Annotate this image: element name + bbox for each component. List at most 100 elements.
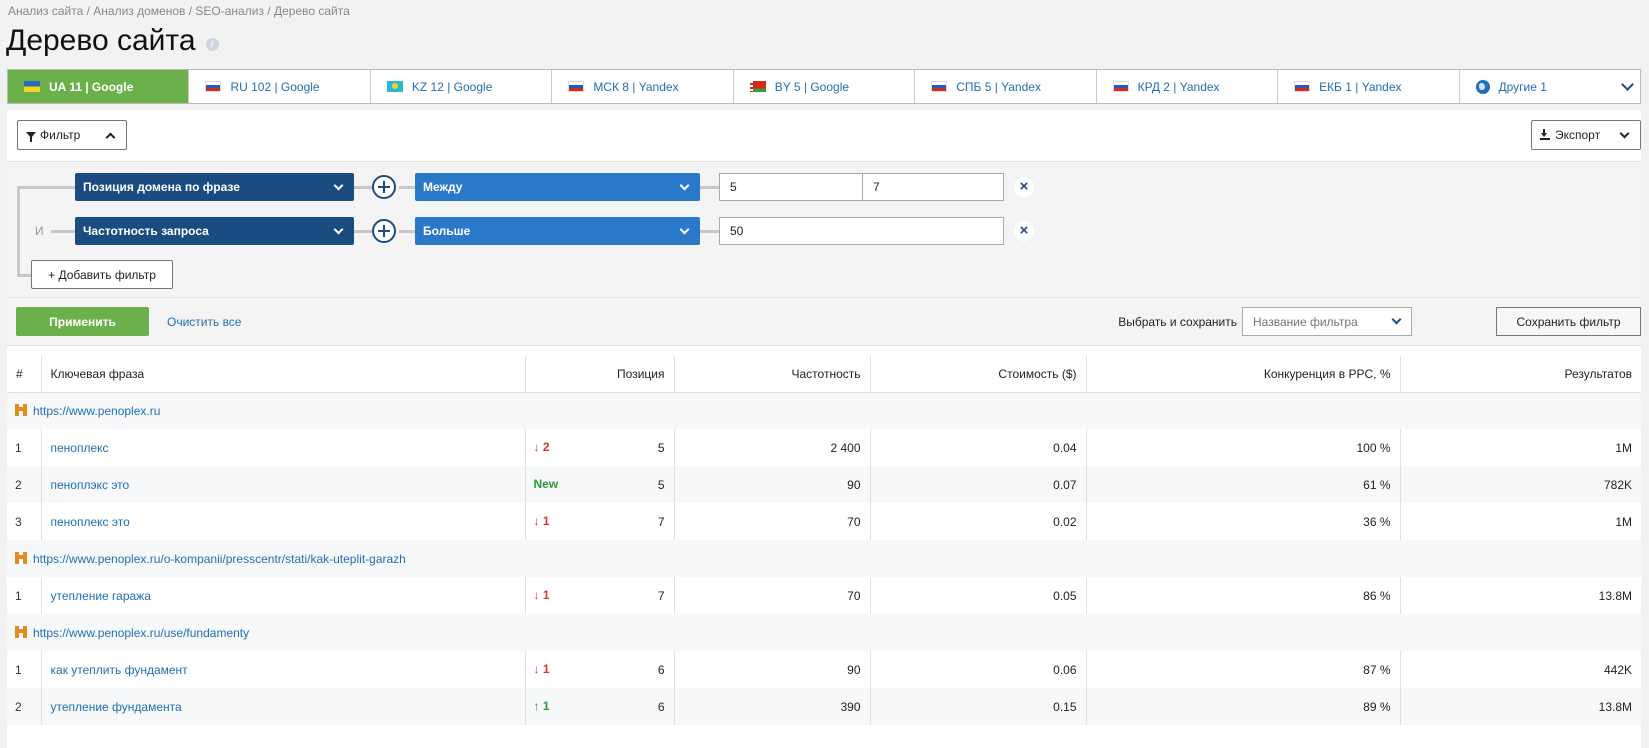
chevron-down-icon — [333, 180, 344, 191]
filter-tree-line — [17, 188, 20, 276]
col-header-phrase[interactable]: Ключевая фраза — [41, 356, 526, 393]
breadcrumb-item[interactable]: Анализ сайта — [8, 4, 84, 18]
tab-ua-google[interactable]: UA 11 | Google — [8, 70, 190, 103]
col-header-cost[interactable]: Стоимость ($) — [870, 356, 1087, 393]
filter-connector — [399, 230, 419, 233]
page-title: Дерево сайта i — [6, 24, 219, 58]
position-change: ↓ 1 — [533, 514, 550, 528]
filters-area: И Позиция домена по фразе Между × Частот… — [7, 162, 1641, 298]
position-change: ↓ 1 — [533, 588, 550, 602]
tab-by-google[interactable]: BY 5 | Google — [734, 70, 916, 103]
breadcrumb-current: Дерево сайта — [273, 4, 350, 18]
breadcrumb-item[interactable]: Анализ доменов — [93, 4, 186, 18]
region-tabs: UA 11 | Google RU 102 | Google KZ 12 | G… — [7, 69, 1641, 104]
chevron-down-icon[interactable] — [1621, 78, 1634, 91]
logic-and-label: И — [33, 224, 46, 238]
filter-connector — [699, 186, 719, 189]
table-row: 2 пеноплэкс это New 5 90 0.07 61 % 782K — [7, 466, 1641, 503]
save-filter-button[interactable]: Сохранить фильтр — [1496, 307, 1641, 336]
belarus-flag-icon — [749, 81, 766, 92]
toolbar: Фильтр Экспорт — [7, 110, 1641, 162]
keyword-link[interactable]: пеноплекс — [50, 440, 109, 455]
filter-connector — [699, 230, 719, 233]
export-button[interactable]: Экспорт — [1531, 120, 1641, 150]
tab-msk-yandex[interactable]: МСК 8 | Yandex — [552, 70, 734, 103]
col-header-index[interactable]: # — [7, 356, 42, 393]
add-condition-icon[interactable] — [372, 219, 396, 243]
url-link[interactable]: https://www.penoplex.ru/o-kompanii/press… — [33, 551, 406, 566]
url-link[interactable]: https://www.penoplex.ru — [33, 403, 161, 418]
url-group-row: https://www.penoplex.ru/o-kompanii/press… — [7, 540, 1641, 577]
tab-spb-yandex[interactable]: СПБ 5 | Yandex — [915, 70, 1097, 103]
main-panel: Фильтр Экспорт И Позиция домена по фразе… — [7, 110, 1641, 748]
chevron-down-icon — [1619, 128, 1630, 139]
filter-field-select[interactable]: Частотность запроса — [75, 217, 354, 245]
chevron-up-icon — [105, 132, 116, 143]
filter-tree-line — [17, 186, 77, 189]
filter-value-from-input[interactable] — [719, 173, 863, 201]
chevron-down-icon — [679, 224, 690, 235]
castle-icon — [15, 551, 27, 564]
apply-button[interactable]: Применить — [16, 307, 149, 336]
russia-flag-icon — [1294, 81, 1311, 92]
filter-value-input[interactable] — [719, 217, 1004, 245]
filter-operator-select[interactable]: Между — [415, 173, 700, 201]
kazakhstan-flag-icon — [386, 81, 403, 92]
tab-ru-google[interactable]: RU 102 | Google — [189, 70, 371, 103]
position-change: ↓ 1 — [533, 662, 550, 676]
russia-flag-icon — [931, 81, 948, 92]
add-filter-button[interactable]: + Добавить фильтр — [31, 260, 173, 289]
filter-operator-select[interactable]: Больше — [415, 217, 700, 245]
filter-toggle-button[interactable]: Фильтр — [17, 120, 127, 150]
russia-flag-icon — [568, 81, 585, 92]
tab-other-regions[interactable]: Другие 1 — [1460, 70, 1640, 103]
filter-connector — [399, 186, 419, 189]
col-header-frequency[interactable]: Частотность — [674, 356, 871, 393]
tab-ekb-yandex[interactable]: ЕКБ 1 | Yandex — [1278, 70, 1460, 103]
tab-krd-yandex[interactable]: КРД 2 | Yandex — [1097, 70, 1279, 103]
remove-filter-icon[interactable]: × — [1014, 221, 1034, 241]
col-header-results[interactable]: Результатов — [1400, 356, 1641, 393]
funnel-icon — [26, 132, 36, 142]
filter-value-to-input[interactable] — [862, 173, 1004, 201]
col-header-ppc[interactable]: Конкуренция в PPC, % — [1086, 356, 1401, 393]
position-change: ↑ 1 — [533, 699, 550, 713]
keyword-link[interactable]: утепление гаража — [50, 588, 151, 603]
keyword-link[interactable]: пеноплекс это — [50, 514, 130, 529]
info-icon[interactable]: i — [205, 37, 219, 51]
globe-icon — [1475, 79, 1490, 94]
castle-icon — [15, 625, 27, 638]
col-header-position[interactable]: Позиция — [525, 356, 675, 393]
filter-tree-line — [51, 230, 77, 233]
russia-flag-icon — [205, 81, 222, 92]
page-title-text: Дерево сайта — [6, 24, 196, 57]
url-link[interactable]: https://www.penoplex.ru/use/fundamenty — [33, 625, 250, 640]
filter-connector — [353, 230, 383, 233]
clear-all-link[interactable]: Очистить все — [167, 315, 242, 329]
castle-icon — [15, 403, 27, 416]
keyword-link[interactable]: как утеплить фундамент — [50, 662, 188, 677]
remove-filter-icon[interactable]: × — [1014, 177, 1034, 197]
breadcrumb-item[interactable]: SEO-анализ — [195, 4, 264, 18]
add-condition-icon[interactable] — [372, 175, 396, 199]
url-group-row: https://www.penoplex.ru/use/fundamenty — [7, 614, 1641, 651]
ukraine-flag-icon — [24, 81, 40, 92]
keyword-link[interactable]: утепление фундамента — [50, 699, 182, 714]
breadcrumb: Анализ сайта / Анализ доменов / SEO-анал… — [8, 4, 350, 18]
filter-field-select[interactable]: Позиция домена по фразе — [75, 173, 354, 201]
position-change: ↓ 2 — [533, 440, 550, 454]
filter-name-input[interactable] — [1242, 307, 1412, 336]
russia-flag-icon — [1112, 81, 1129, 92]
tab-kz-google[interactable]: KZ 12 | Google — [371, 70, 553, 103]
apply-bar: Применить Очистить все Выбрать и сохрани… — [7, 298, 1641, 346]
results-table: # Ключевая фраза Позиция Частотность Сто… — [7, 356, 1641, 725]
keyword-link[interactable]: пеноплэкс это — [50, 477, 130, 492]
chevron-down-icon — [679, 180, 690, 191]
download-icon — [1540, 129, 1550, 140]
table-header-row: # Ключевая фраза Позиция Частотность Сто… — [7, 356, 1641, 393]
filter-tree-line — [17, 274, 33, 277]
